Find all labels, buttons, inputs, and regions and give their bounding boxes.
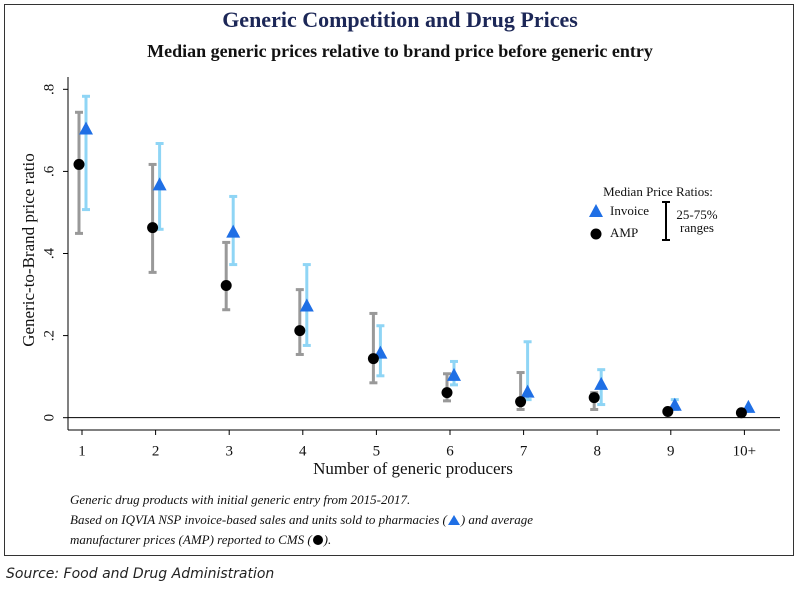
point — [447, 367, 461, 381]
x-tick-label: 3 — [225, 443, 233, 459]
y-tick-label: .2 — [41, 330, 57, 341]
point — [441, 387, 453, 399]
legend-marker — [589, 204, 603, 217]
point — [73, 158, 85, 170]
x-tick-label: 10+ — [733, 443, 756, 459]
legend-label: AMP — [610, 225, 638, 240]
y-tick-label: .4 — [41, 247, 57, 259]
note-line: manufacturer prices (AMP) reported to CM… — [70, 530, 533, 550]
y-tick-label: .8 — [41, 84, 57, 95]
source: Source: Food and Drug Administration — [6, 566, 275, 582]
x-tick-label: 1 — [78, 443, 86, 459]
range-bar — [148, 162, 157, 274]
x-tick-label: 5 — [373, 443, 381, 459]
point — [79, 121, 93, 135]
range-bar — [295, 288, 304, 356]
x-tick-label: 7 — [520, 443, 528, 459]
range-bar — [369, 311, 378, 385]
point — [152, 177, 167, 191]
range-bar — [75, 110, 83, 235]
legend-marker — [590, 228, 602, 240]
x-axis-label: Number of generic producers — [313, 459, 513, 478]
x-tick-label: 9 — [667, 443, 675, 459]
point — [147, 222, 159, 234]
x-tick-label: 4 — [299, 443, 307, 459]
point — [662, 406, 674, 418]
x-tick-label: 2 — [152, 443, 160, 459]
note: Based on IQVIA NSP invoice-based sales a… — [70, 512, 447, 527]
point — [294, 325, 306, 337]
point — [735, 407, 747, 419]
y-tick-label: .6 — [41, 165, 57, 177]
point — [226, 224, 241, 238]
legend-title: Median Price Ratios: — [603, 184, 713, 199]
point — [588, 392, 600, 404]
chart-subtitle: Median generic prices relative to brand … — [147, 41, 653, 61]
x-tick-label: 8 — [593, 443, 601, 459]
note: manufacturer prices (AMP) reported to CM… — [70, 532, 312, 547]
note-line: Based on IQVIA NSP invoice-based sales a… — [70, 510, 533, 530]
range-bar — [82, 94, 90, 212]
point — [520, 384, 535, 398]
note: Generic drug products with initial gener… — [70, 492, 411, 507]
note: ) and average — [460, 512, 534, 527]
x-tick-label: 6 — [446, 443, 454, 459]
note-line: Generic drug products with initial gener… — [70, 490, 533, 510]
point — [220, 280, 232, 292]
chart-title: Generic Competition and Drug Prices — [222, 7, 578, 32]
y-tick-label: 0 — [41, 414, 57, 422]
note: ). — [323, 532, 332, 547]
point — [299, 298, 314, 312]
y-axis-label: Generic-to-Brand price ratio — [19, 153, 38, 347]
triangle-icon — [447, 515, 460, 525]
legend-range-label: 25-75% — [676, 207, 717, 222]
point — [367, 353, 379, 365]
frame — [4, 4, 794, 556]
point — [594, 376, 609, 390]
legend-range-label: ranges — [680, 220, 714, 235]
circle-icon — [312, 535, 323, 545]
notes: Generic drug products with initial gener… — [70, 490, 533, 550]
range-bar — [222, 240, 231, 312]
point — [515, 396, 527, 408]
legend-label: Invoice — [610, 203, 649, 218]
